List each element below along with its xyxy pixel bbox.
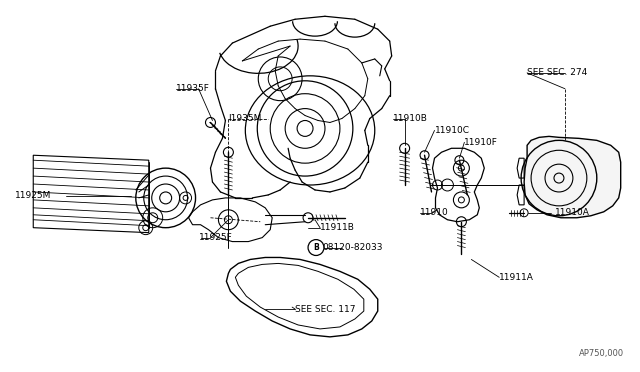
Text: 11910C: 11910C <box>435 126 470 135</box>
Text: 11911B: 11911B <box>320 223 355 232</box>
Polygon shape <box>524 137 621 218</box>
Text: 11910: 11910 <box>420 208 448 217</box>
Text: I1935M: I1935M <box>228 114 262 123</box>
Text: AP750,000: AP750,000 <box>579 349 623 358</box>
Text: 11910A: 11910A <box>555 208 590 217</box>
Text: 11910B: 11910B <box>393 114 428 123</box>
Text: 11935F: 11935F <box>175 84 209 93</box>
Text: 11911A: 11911A <box>499 273 534 282</box>
Text: 11925M: 11925M <box>15 192 52 201</box>
Text: 11910F: 11910F <box>465 138 499 147</box>
Text: SEE SEC. 274: SEE SEC. 274 <box>527 68 588 77</box>
Text: 11925F: 11925F <box>198 233 232 242</box>
Text: B: B <box>313 243 319 252</box>
Text: 08120-82033: 08120-82033 <box>322 243 383 252</box>
Text: SEE SEC. 117: SEE SEC. 117 <box>295 305 356 314</box>
